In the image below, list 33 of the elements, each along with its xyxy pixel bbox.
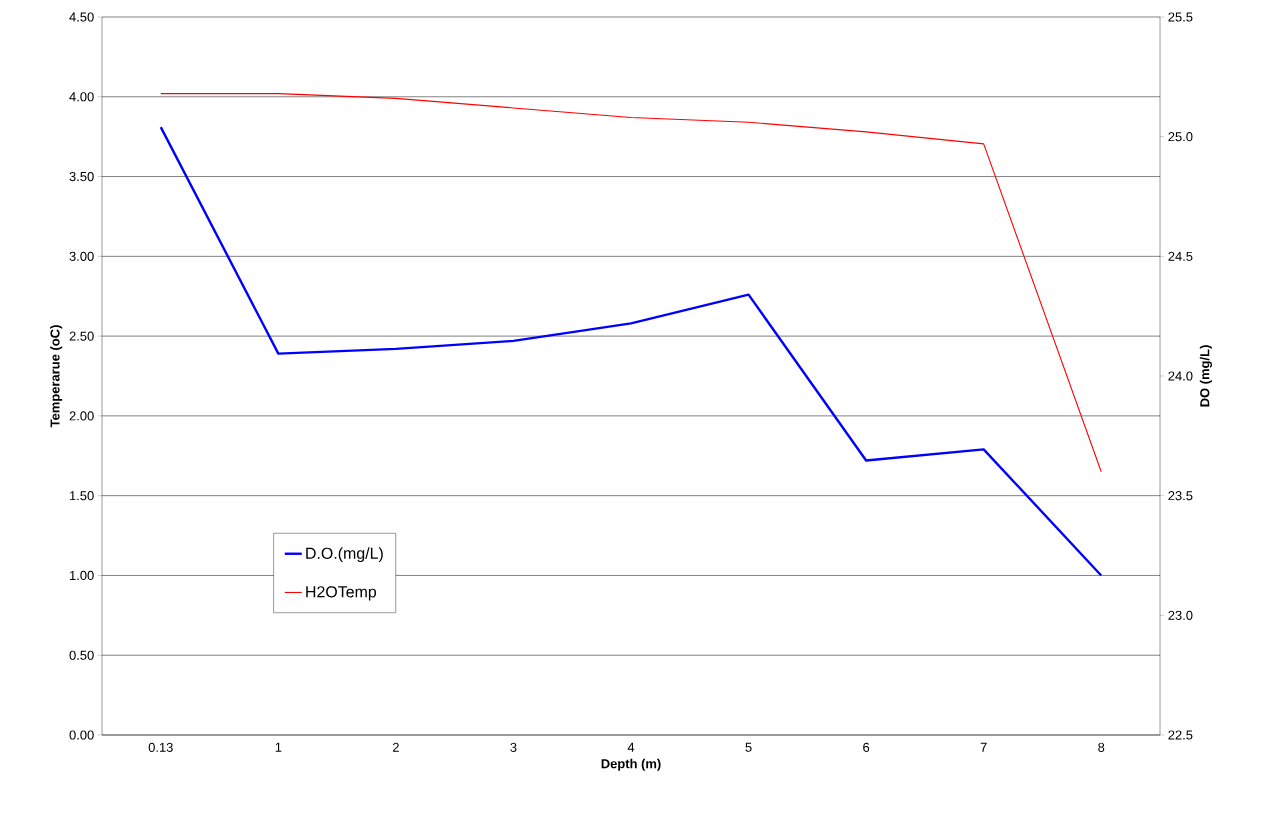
x-tick-label: 1 [275,742,282,752]
y-axis-title: Temperarue (oC) [50,325,63,428]
x-tick-label: 8 [1098,742,1105,752]
x-tick-label: 5 [745,742,752,752]
y-tick-label: 0.50 [69,650,94,660]
y2-tick-label: 24.5 [1168,251,1193,261]
x-tick-label: 4 [627,742,635,752]
x-tick-label: 2 [392,742,399,752]
y-tick-label: 1.50 [70,491,94,501]
x-axis-title: Depth (m) [601,758,661,771]
y-tick-label: 1.00 [70,570,94,581]
y2-tick-label: 24.0 [1168,371,1193,381]
line-series [159,125,1103,577]
legend-label: D.O.(mg/L) [306,547,383,563]
x-tick-label: 0.13 [148,742,173,752]
line-series [160,93,1102,473]
y2-tick-label: 23.5 [1168,491,1193,501]
legend-label: H2OTemp [306,586,377,601]
y2-tick-label: 25.0 [1168,132,1193,142]
x-tick-label: 3 [510,742,517,752]
y-tick-label: 3.50 [69,171,94,182]
y2-axis-title: DO (mg/L) [1199,345,1212,407]
y-tick-label: 2.00 [69,411,94,421]
y-tick-label: 4.50 [69,12,94,22]
y-tick-label: 3.00 [69,251,94,261]
y-tick-label: 4.00 [69,92,94,102]
y-tick-label: 2.50 [69,331,94,341]
y2-tick-label: 25.5 [1168,12,1193,22]
y2-tick-label: 23.0 [1168,610,1193,620]
x-tick-label: 6 [863,742,870,752]
x-tick-label: 7 [980,742,987,752]
y2-tick-label: 22.5 [1168,730,1193,740]
y-tick-label: 0.00 [69,730,94,740]
